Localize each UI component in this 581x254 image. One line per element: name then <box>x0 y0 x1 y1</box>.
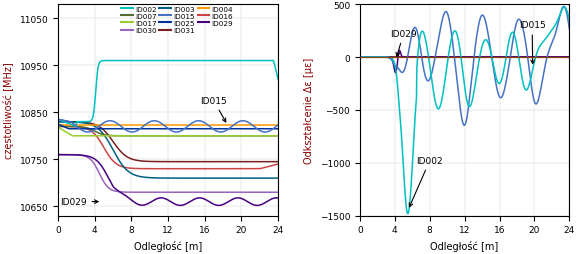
Text: ID029: ID029 <box>390 30 417 57</box>
Legend: ID002, ID007, ID017, ID030, ID003, ID015, ID025, ID031, ID004, ID016, ID029: ID002, ID007, ID017, ID030, ID003, ID015… <box>121 7 233 34</box>
Y-axis label: Odkształcenie Δε [με]: Odkształcenie Δε [με] <box>304 58 314 163</box>
X-axis label: Odległość [m]: Odległość [m] <box>134 240 202 251</box>
X-axis label: Odległość [m]: Odległość [m] <box>431 240 498 251</box>
Text: ID015: ID015 <box>519 21 546 64</box>
Text: ID015: ID015 <box>200 97 227 122</box>
Text: ID029: ID029 <box>60 197 98 206</box>
Y-axis label: częstotliwość [MHz]: częstotliwość [MHz] <box>3 62 14 159</box>
Text: ID002: ID002 <box>409 156 443 207</box>
